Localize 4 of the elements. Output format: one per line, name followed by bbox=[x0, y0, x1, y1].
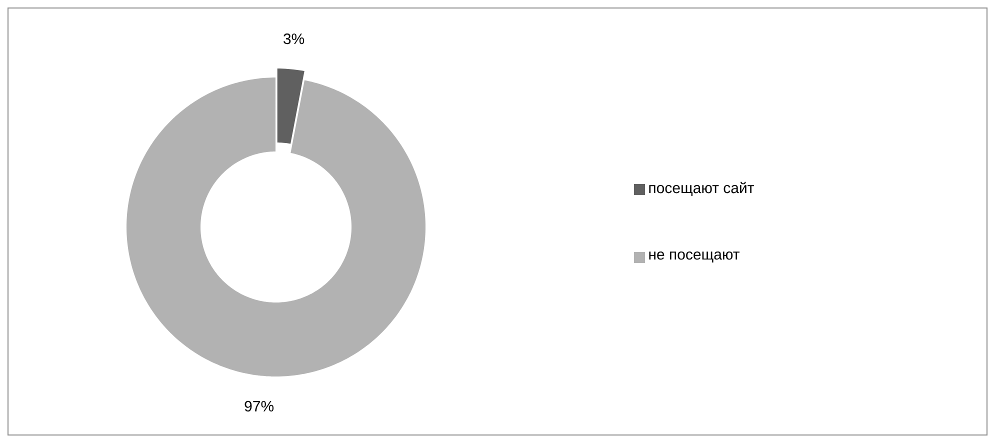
data-label: 97% bbox=[244, 400, 274, 412]
legend-label: не посещают bbox=[649, 251, 740, 263]
data-label: 3% bbox=[284, 34, 304, 44]
legend-label: посещают сайт bbox=[649, 182, 754, 196]
